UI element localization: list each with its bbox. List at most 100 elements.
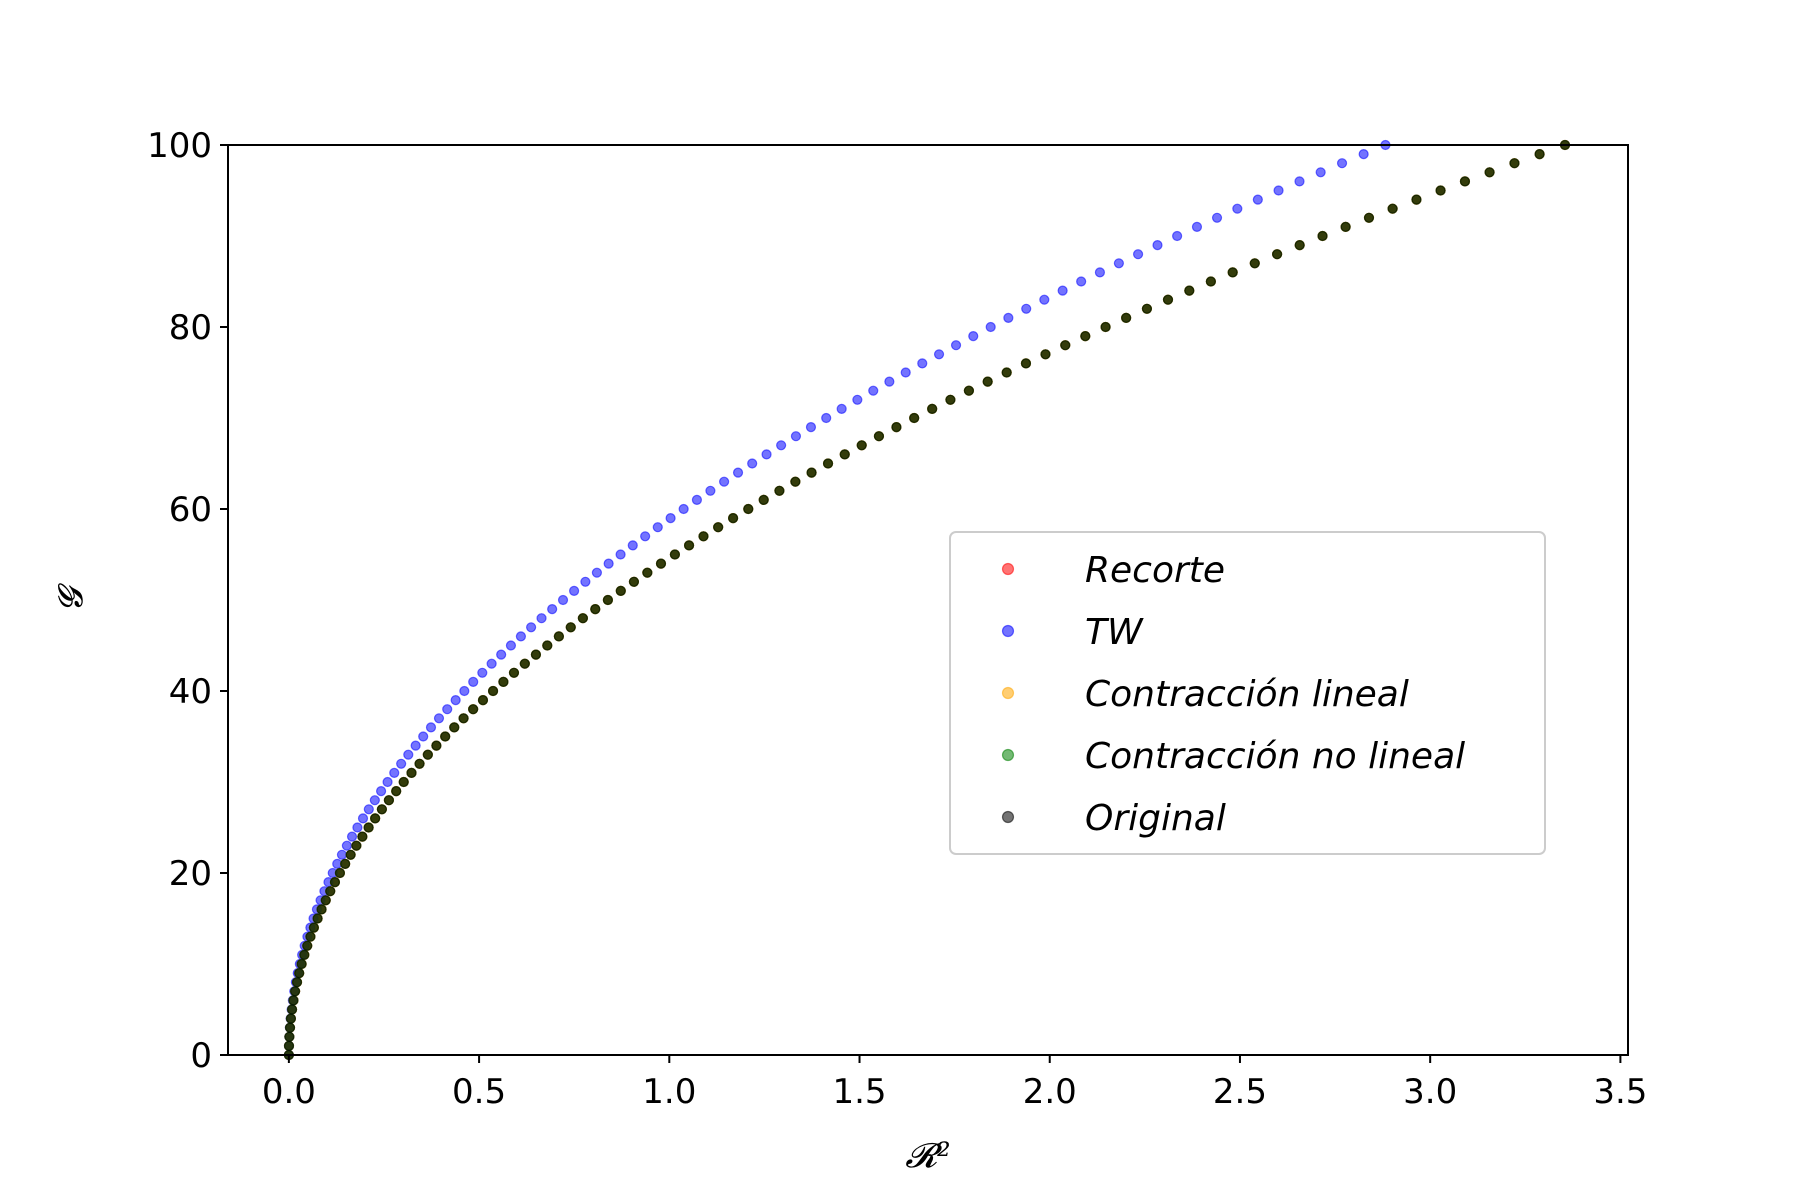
data-point: [1363, 212, 1375, 223]
tick-group: 0.0 0.5 1.0 1.5 2.0 2.5 3.0 3.5 0 20 40 60 80 100: [147, 126, 1647, 1112]
data-point: [376, 804, 387, 815]
data-point: [519, 658, 530, 669]
data-point: [821, 412, 832, 424]
data-point: [1094, 267, 1106, 278]
data-point: [1040, 349, 1051, 360]
legend-marker: [1001, 624, 1015, 638]
data-point: [389, 767, 400, 779]
data-point: [615, 549, 626, 560]
data-point: [719, 476, 730, 487]
data-point: [382, 776, 393, 788]
data-point: [727, 512, 739, 524]
data-point: [1039, 294, 1050, 305]
legend-entries: Recorte TW Contracción lineal Contracción n…: [1001, 550, 1465, 839]
data-point: [508, 667, 520, 678]
data-point: [1317, 230, 1328, 242]
data-point: [580, 576, 591, 587]
data-point: [655, 558, 667, 569]
data-point: [299, 949, 310, 961]
data-point: [836, 403, 847, 414]
data-point: [1132, 249, 1144, 260]
legend-marker: [1001, 686, 1015, 700]
data-point: [761, 449, 772, 460]
data-point: [1435, 185, 1446, 196]
legend-label: Original: [1085, 798, 1226, 839]
data-point: [615, 585, 626, 597]
x-tick-label: 2.5: [1213, 1072, 1267, 1112]
data-point: [603, 558, 614, 569]
data-point: [1315, 167, 1326, 178]
data-point: [909, 412, 920, 424]
axes-frame: [227, 144, 1629, 1056]
data-point: [288, 995, 299, 1006]
legend-marker: [1001, 562, 1015, 576]
data-point: [805, 422, 817, 433]
data-point: [776, 440, 787, 451]
data-point: [1100, 321, 1111, 333]
data-point: [351, 840, 362, 851]
data-point: [487, 685, 499, 697]
y-tick-label: 40: [169, 672, 212, 712]
data-point: [440, 731, 451, 742]
x-tick-label: 1.5: [832, 1072, 886, 1112]
y-tick-label: 80: [169, 308, 212, 348]
data-point: [713, 522, 724, 533]
data-point: [917, 358, 928, 369]
data-point: [968, 331, 979, 342]
data-point: [340, 858, 351, 870]
data-point: [431, 740, 442, 751]
data-point: [665, 512, 676, 524]
data-point: [352, 822, 363, 833]
data-point: [291, 977, 303, 988]
x-tick-label: 0.5: [452, 1072, 506, 1112]
data-point: [369, 795, 380, 806]
data-point: [1232, 203, 1243, 214]
data-point: [1294, 176, 1305, 187]
plot-marks: [283, 139, 1571, 1061]
data-point: [334, 867, 346, 879]
data-point: [450, 694, 461, 706]
data-point: [790, 476, 801, 487]
data-point: [308, 922, 319, 933]
data-point: [628, 576, 640, 587]
data-point: [296, 958, 307, 970]
data-point: [285, 1013, 297, 1024]
data-point: [1227, 267, 1238, 278]
data-point: [449, 722, 460, 733]
data-point: [933, 349, 945, 360]
data-point: [1057, 285, 1068, 296]
data-point: [565, 622, 576, 633]
data-point: [406, 767, 417, 779]
data-point: [705, 485, 716, 496]
data-point: [747, 458, 758, 469]
data-point: [1162, 294, 1174, 305]
data-point: [774, 485, 785, 496]
data-point: [732, 467, 744, 478]
legend-marker: [1001, 810, 1015, 824]
data-point: [536, 613, 547, 624]
data-point: [458, 713, 469, 724]
data-point: [515, 631, 527, 642]
data-point: [790, 431, 802, 442]
data-point: [391, 785, 402, 797]
data-point: [640, 531, 651, 542]
data-point: [1080, 331, 1091, 342]
data-point: [1294, 240, 1305, 251]
data-point: [683, 540, 695, 551]
data-point: [698, 531, 709, 542]
data-point: [305, 931, 316, 942]
data-point: [410, 740, 421, 751]
data-point: [398, 776, 409, 788]
data-point: [341, 840, 352, 851]
data-point: [900, 367, 911, 378]
data-point: [459, 685, 470, 697]
x-tick-label: 2.0: [1023, 1072, 1077, 1112]
data-point: [442, 704, 453, 715]
data-point: [1273, 185, 1284, 196]
data-point: [743, 503, 754, 515]
data-point: [553, 631, 564, 642]
data-point: [1249, 258, 1260, 269]
data-point: [433, 713, 445, 724]
data-point: [852, 394, 863, 405]
